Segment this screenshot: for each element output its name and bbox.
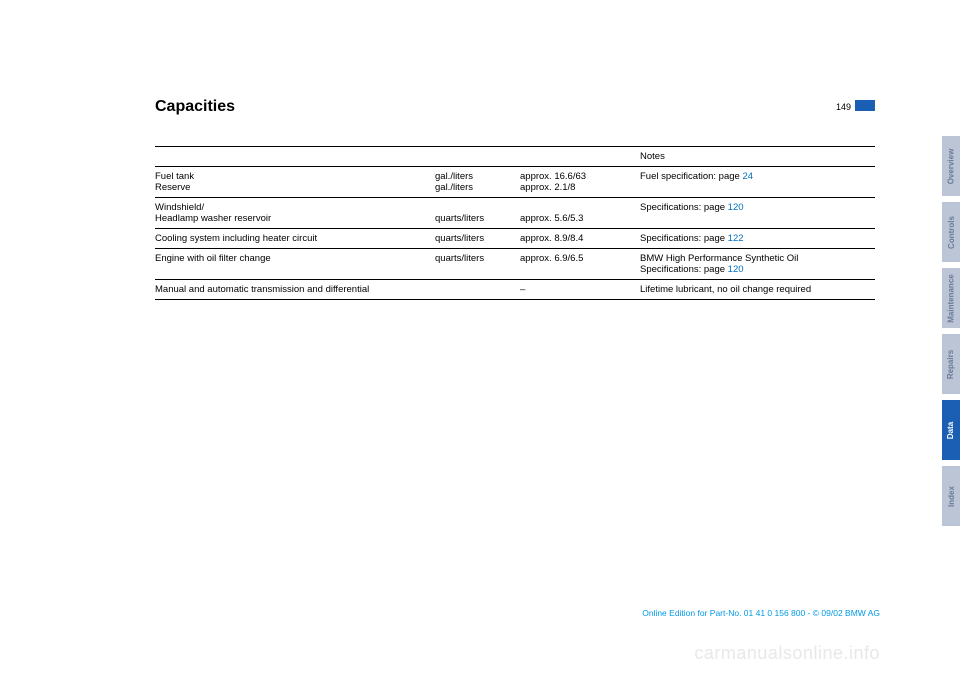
cell: Manual and automatic transmission and di… — [155, 280, 520, 300]
cell: approx. 16.6/63 approx. 2.1/8 — [520, 167, 640, 198]
table-row: Engine with oil filter change quarts/lit… — [155, 249, 875, 280]
table-header-row: Notes — [155, 147, 875, 167]
page-number: 149 — [836, 102, 851, 112]
cell: Fuel specification: page 24 — [640, 167, 875, 198]
col-header: Notes — [640, 147, 875, 167]
tab-overview[interactable]: Overview — [942, 136, 960, 196]
page-number-marker — [855, 100, 875, 111]
tab-repairs[interactable]: Repairs — [942, 334, 960, 394]
table-row: Manual and automatic transmission and di… — [155, 280, 875, 300]
footer-text: Online Edition for Part-No. 01 41 0 156 … — [642, 608, 880, 618]
cell: quarts/liters — [435, 249, 520, 280]
table-row: Fuel tank Reserve gal./liters gal./liter… — [155, 167, 875, 198]
page-link[interactable]: 24 — [742, 171, 753, 182]
cell: Engine with oil filter change — [155, 249, 435, 280]
table-row: Windshield/ Headlamp washer reservoir qu… — [155, 198, 875, 229]
page-title: Capacities — [155, 98, 875, 116]
cell: Specifications: page 122 — [640, 229, 875, 249]
col-header — [155, 147, 435, 167]
cell: Fuel tank Reserve — [155, 167, 435, 198]
page-link[interactable]: 120 — [728, 264, 744, 275]
page-content: Capacities 149 Notes Fuel tank Reserve g… — [155, 98, 875, 300]
tab-data[interactable]: Data — [942, 400, 960, 460]
cell: BMW High Performance Synthetic Oil Speci… — [640, 249, 875, 280]
col-header — [520, 147, 640, 167]
cell: approx. 8.9/8.4 — [520, 229, 640, 249]
cell: Specifications: page 120 — [640, 198, 875, 229]
watermark: carmanualsonline.info — [694, 643, 880, 664]
tab-label: Repairs — [947, 349, 956, 378]
tab-controls[interactable]: Controls — [942, 202, 960, 262]
tab-label: Maintenance — [947, 274, 956, 322]
page-link[interactable]: 120 — [728, 202, 744, 213]
side-tabs: Overview Controls Maintenance Repairs Da… — [942, 136, 960, 532]
cell: quarts/liters — [435, 229, 520, 249]
tab-label: Controls — [947, 216, 956, 249]
cell: Windshield/ Headlamp washer reservoir — [155, 198, 435, 229]
cell: quarts/liters — [435, 198, 520, 229]
cell: – — [520, 280, 640, 300]
tab-label: Overview — [947, 148, 956, 184]
page-link[interactable]: 122 — [728, 233, 744, 244]
cell: approx. 5.6/5.3 — [520, 198, 640, 229]
table-row: Cooling system including heater circuit … — [155, 229, 875, 249]
capacities-table: Notes Fuel tank Reserve gal./liters gal.… — [155, 146, 875, 300]
tab-index[interactable]: Index — [942, 466, 960, 526]
col-header — [435, 147, 520, 167]
header: Capacities 149 — [155, 98, 875, 126]
cell: gal./liters gal./liters — [435, 167, 520, 198]
tab-label: Index — [947, 486, 956, 507]
tab-label: Data — [947, 421, 956, 438]
cell: approx. 6.9/6.5 — [520, 249, 640, 280]
cell: Lifetime lubricant, no oil change requir… — [640, 280, 875, 300]
cell: Cooling system including heater circuit — [155, 229, 435, 249]
tab-maintenance[interactable]: Maintenance — [942, 268, 960, 328]
